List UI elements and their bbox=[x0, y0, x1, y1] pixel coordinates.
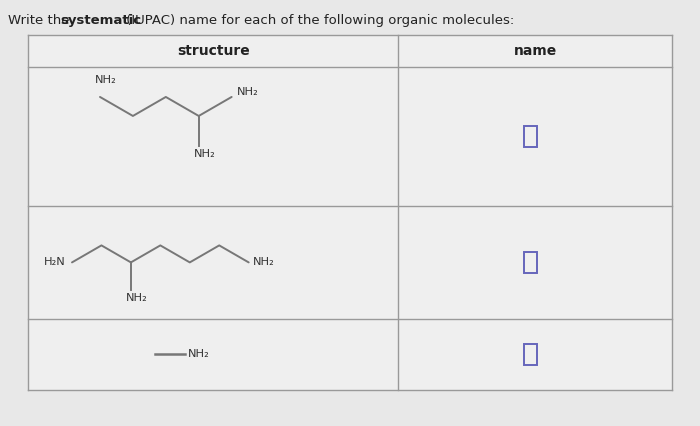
Bar bbox=[524, 344, 537, 365]
Bar bbox=[524, 252, 537, 273]
Bar bbox=[524, 126, 537, 147]
Text: structure: structure bbox=[177, 44, 249, 58]
Text: (IUPAC) name for each of the following organic molecules:: (IUPAC) name for each of the following o… bbox=[122, 14, 514, 27]
Text: systematic: systematic bbox=[60, 14, 141, 27]
Text: NH₂: NH₂ bbox=[194, 149, 216, 159]
Bar bbox=[28, 35, 672, 390]
Text: name: name bbox=[514, 44, 556, 58]
Text: NH₂: NH₂ bbox=[95, 75, 117, 85]
Text: Write the: Write the bbox=[8, 14, 74, 27]
Text: H₂N: H₂N bbox=[44, 257, 66, 268]
Text: NH₂: NH₂ bbox=[253, 257, 274, 268]
Text: NH₂: NH₂ bbox=[237, 87, 258, 97]
Text: NH₂: NH₂ bbox=[188, 349, 210, 360]
Text: NH₂: NH₂ bbox=[126, 294, 148, 303]
